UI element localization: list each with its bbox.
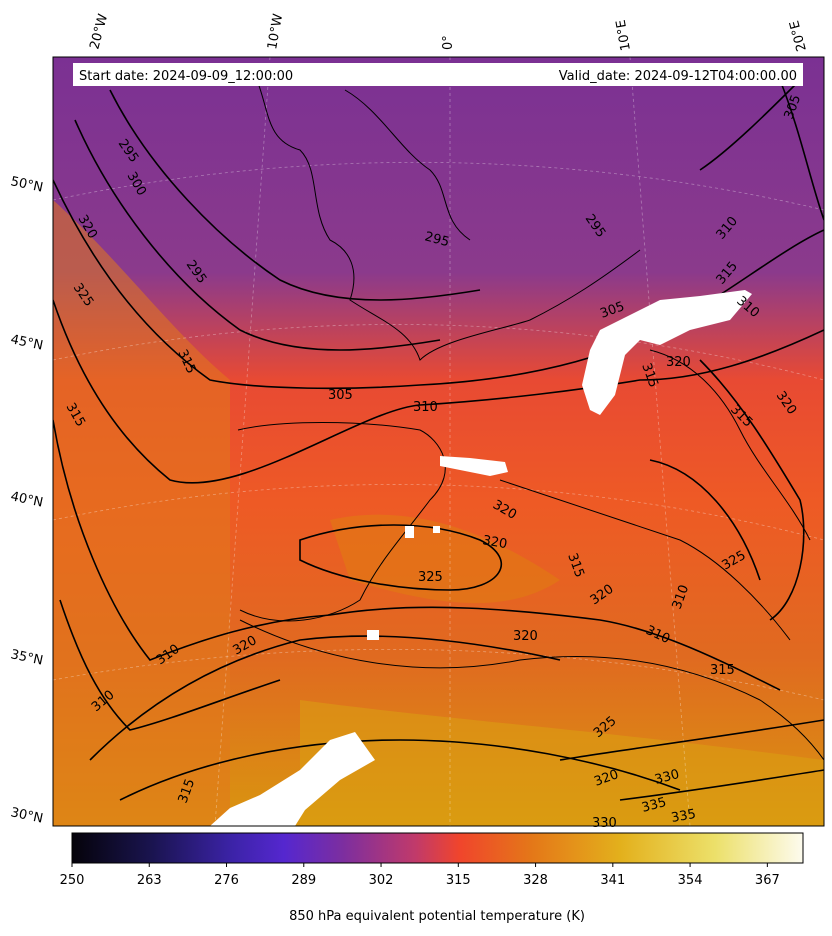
map-frame xyxy=(52,56,825,827)
lat-label: 45°N xyxy=(9,332,44,353)
contour-label: 330 xyxy=(592,816,617,831)
warm-region-south xyxy=(300,700,824,826)
contour-label: 315 xyxy=(710,663,735,678)
lon-label: 10°E xyxy=(614,19,634,52)
colorbar-tick-label: 328 xyxy=(523,873,548,888)
latitude-labels: 50°N 45°N 40°N 35°N 30°N xyxy=(9,174,44,826)
colorbar-tick-label: 367 xyxy=(755,873,780,888)
contour-label: 320 xyxy=(513,629,538,644)
contour-label: 305 xyxy=(328,388,353,403)
colorbar: 250 263 276 289 302 315 328 341 354 367 850 hPa e… xyxy=(60,832,804,924)
lat-label: 35°N xyxy=(9,647,44,668)
lat-label: 30°N xyxy=(9,805,44,826)
lon-label: 10°W xyxy=(265,13,286,51)
colorbar-tick-label: 354 xyxy=(678,873,703,888)
colorbar-tick-label: 302 xyxy=(369,873,394,888)
contour-label: 295 xyxy=(423,229,451,250)
warm-region-central xyxy=(330,514,560,604)
date-header-box xyxy=(73,63,803,86)
start-date-text: Start date: 2024-09-09_12:00:00 xyxy=(79,69,293,84)
contour-label: 320 xyxy=(481,533,508,552)
colorbar-tick-label: 315 xyxy=(446,873,471,888)
contour-lines xyxy=(53,79,824,801)
contour-label: 320 xyxy=(666,355,691,370)
gridlines xyxy=(53,57,824,826)
longitude-labels: 20°W 10°W 0° 10°E 20°E xyxy=(87,12,809,53)
contour-label: 335 xyxy=(670,807,697,826)
lon-label: 20°W xyxy=(87,12,111,51)
lon-label: 0° xyxy=(441,35,456,50)
map-panel xyxy=(53,57,824,826)
contour-label: 310 xyxy=(413,400,438,415)
colorbar-label: 850 hPa equivalent potential temperature… xyxy=(289,909,585,924)
valid-date-text: Valid_date: 2024-09-12T04:00:00.00 xyxy=(559,69,797,84)
colorbar-tick-label: 276 xyxy=(214,873,239,888)
lat-label: 50°N xyxy=(9,174,44,195)
masked-regions xyxy=(210,290,752,826)
warm-tongue-west xyxy=(53,200,230,826)
colorbar-tick-label: 341 xyxy=(600,873,625,888)
contour-label: 335 xyxy=(640,795,668,816)
lon-label: 20°E xyxy=(787,19,810,53)
colorbar-tick-label: 289 xyxy=(291,873,316,888)
contour-label: 325 xyxy=(418,570,443,585)
colorbar-ticks: 250 263 276 289 302 315 328 341 354 367 xyxy=(60,863,780,888)
colorbar-gradient xyxy=(71,832,804,864)
colorbar-tick-label: 250 xyxy=(60,873,85,888)
lat-label: 40°N xyxy=(9,489,44,510)
colorbar-tick-label: 263 xyxy=(137,873,162,888)
contour-label: 330 xyxy=(653,767,681,788)
